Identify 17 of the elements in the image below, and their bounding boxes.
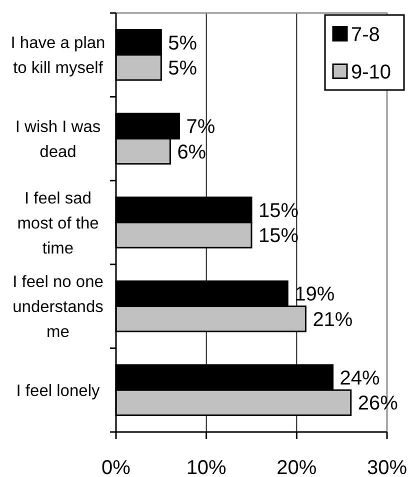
x-tick-label: 10% — [186, 457, 227, 477]
y-tick-label: I have a plan to kill myself — [10, 34, 106, 78]
y-tick-label: I wish I was dead — [15, 118, 101, 161]
x-tick-label: 30% — [366, 457, 408, 477]
legend-label: 9-10 — [351, 61, 392, 84]
data-label: 6% — [177, 141, 206, 164]
data-label: 5% — [168, 32, 198, 54]
data-label: 26% — [358, 392, 398, 415]
y-tick-label: I feel sad most of the time — [17, 189, 99, 258]
x-tick-label: 20% — [276, 457, 317, 477]
x-tick-label: 0% — [102, 457, 131, 477]
data-label: 24% — [340, 368, 380, 390]
y-tick-label: I feel lonely — [16, 382, 100, 400]
data-label: 5% — [168, 57, 198, 80]
y-tick-label: I feel no one understands me — [12, 273, 104, 342]
data-label: 21% — [312, 308, 353, 331]
legend-label: 7-8 — [351, 24, 380, 46]
